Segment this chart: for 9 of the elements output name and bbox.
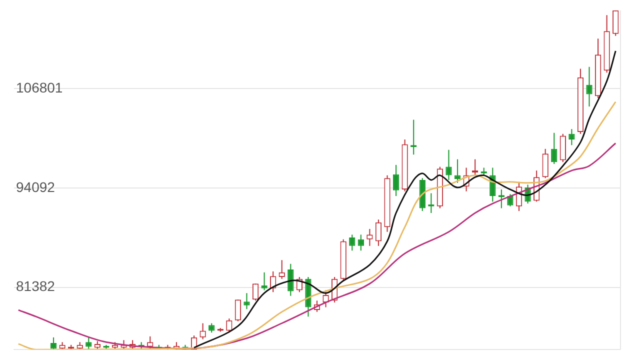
line-series	[18, 101, 616, 350]
y-tick-label: 81382	[16, 278, 56, 294]
candlestick	[244, 293, 250, 310]
line-series	[193, 50, 616, 348]
line-series	[18, 142, 616, 350]
candlestick	[586, 66, 592, 106]
y-tick-label: 106801	[16, 79, 63, 96]
candlestick	[446, 150, 452, 180]
y-tick-label: 94092	[16, 178, 56, 195]
